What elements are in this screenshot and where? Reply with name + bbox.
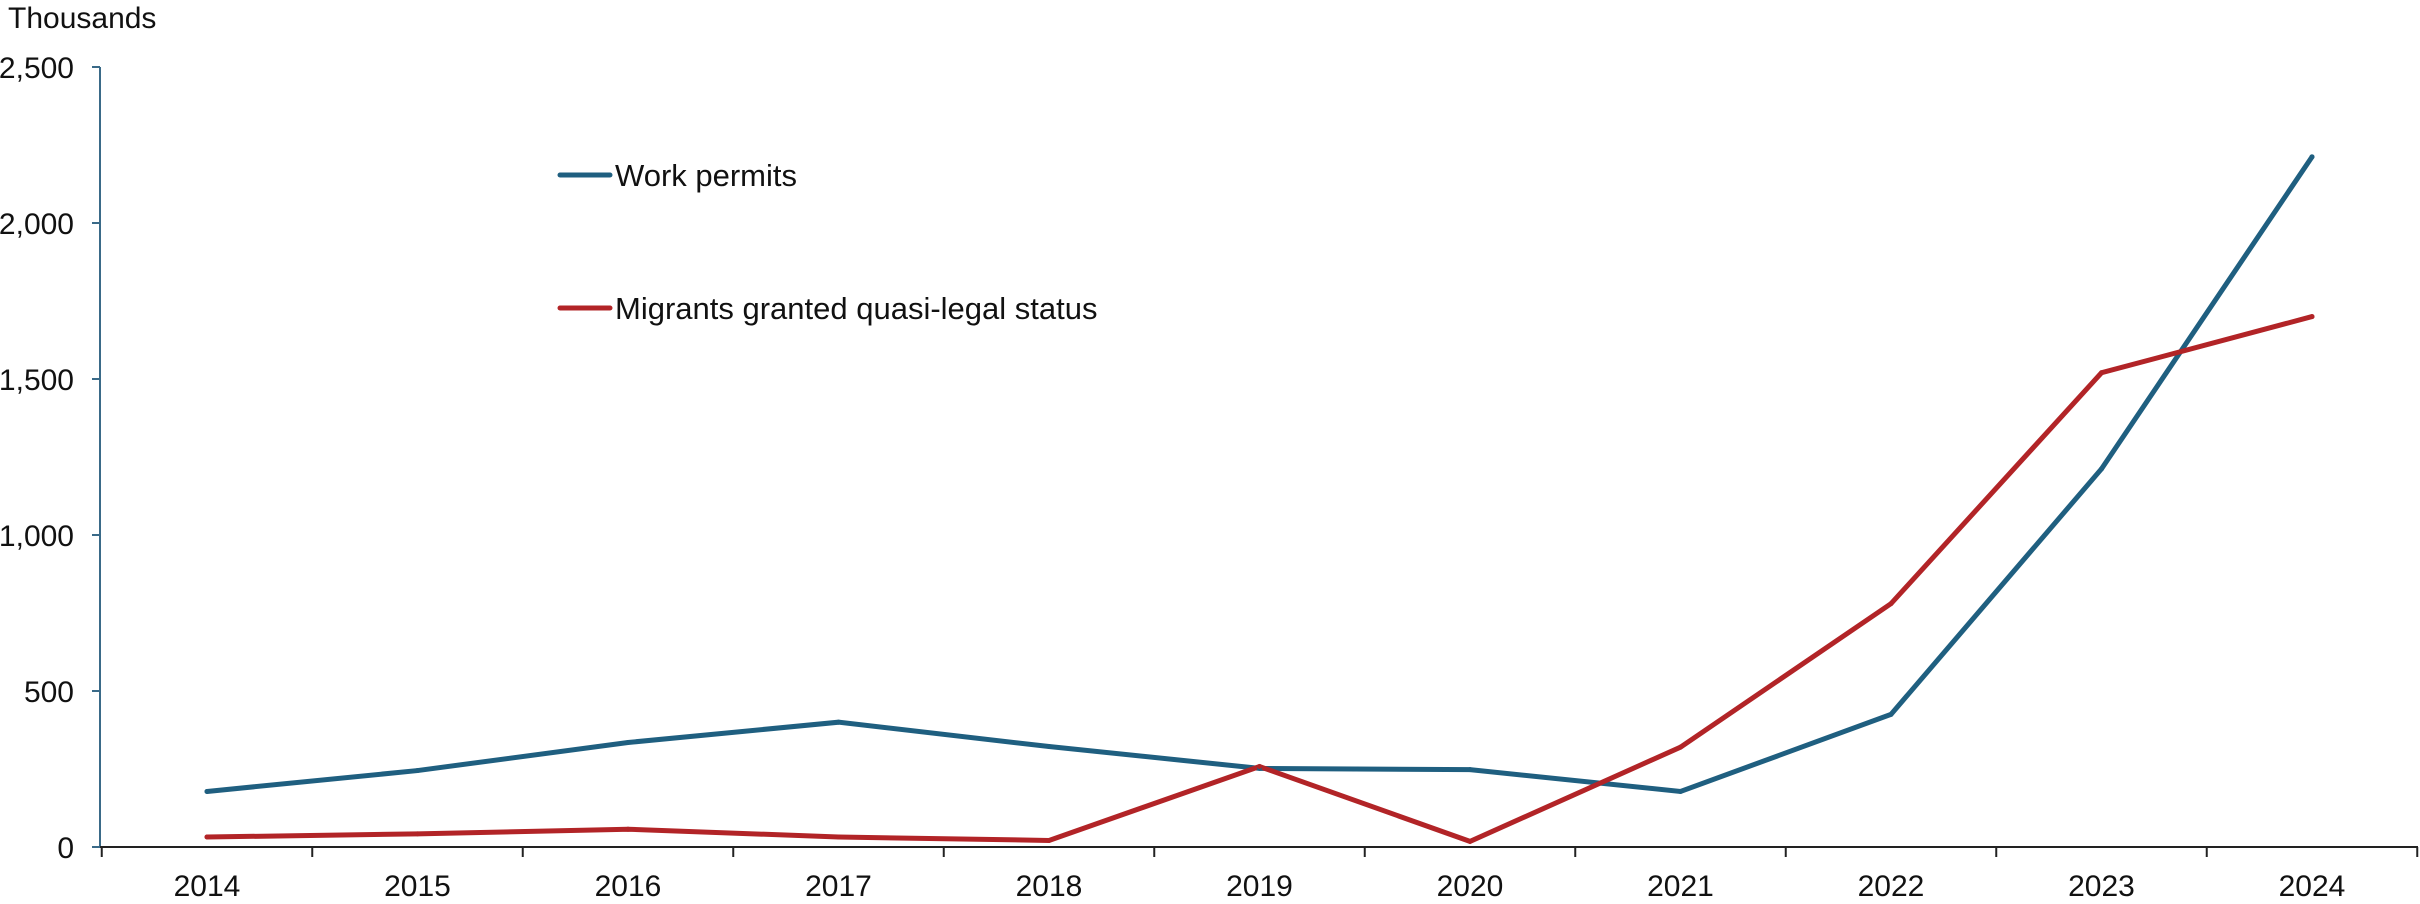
series-2-point	[415, 831, 420, 837]
series-2-point	[1888, 601, 1894, 607]
y-axis: 0 500 1,000 1,500 2,000 2,500	[0, 52, 101, 865]
legend-label-1: Work permits	[615, 158, 797, 193]
series-layer	[204, 154, 2315, 845]
series-2-point	[1467, 838, 1473, 844]
series-2-point	[2099, 370, 2104, 376]
series-1-point	[1888, 711, 1894, 717]
x-axis: 2014 2015 2016 2017 2018 2019 2020 2021 2022 2023…	[100, 846, 2419, 903]
series-1-point	[1678, 788, 1683, 794]
x-tick-label: 2014	[174, 870, 241, 903]
x-tick-label: 2017	[805, 870, 872, 903]
series-1-point	[1046, 744, 1052, 750]
x-tick-label: 2019	[1226, 870, 1293, 903]
legend-label-2: Migrants granted quasi-legal status	[615, 291, 1097, 326]
series-1-point	[1467, 767, 1473, 773]
series-line-2	[204, 314, 2315, 845]
series-1-point	[625, 739, 631, 745]
series-2-point	[625, 826, 631, 832]
y-tick-label: 500	[24, 676, 74, 709]
x-tick-label: 2015	[384, 870, 451, 903]
x-tick-label: 2020	[1437, 870, 1504, 903]
series-2-point	[1257, 764, 1262, 770]
series-1-point	[2309, 154, 2315, 160]
x-tick-label: 2024	[2279, 870, 2346, 903]
y-tick-label: 1,500	[0, 364, 74, 397]
series-1-point	[415, 768, 420, 774]
x-tick-label: 2021	[1647, 870, 1714, 903]
y-tick-label: 2,000	[0, 208, 74, 241]
legend: Work permits Migrants granted quasi-legal…	[557, 158, 1097, 326]
series-1-point	[2099, 466, 2104, 472]
y-tick-label: 2,500	[0, 52, 74, 85]
series-2-point	[836, 834, 841, 840]
series-1-point	[836, 719, 841, 725]
x-tick-label: 2018	[1016, 870, 1083, 903]
series-2-point	[2309, 314, 2315, 320]
y-tick-label: 1,000	[0, 520, 74, 553]
y-unit-label: Thousands	[8, 2, 156, 35]
x-tick-label: 2023	[2068, 870, 2135, 903]
x-tick-label: 2016	[595, 870, 662, 903]
x-tick-label: 2022	[1858, 870, 1925, 903]
series-2-point	[204, 834, 210, 840]
series-line-1	[204, 154, 2315, 795]
series-1-point	[204, 788, 210, 794]
series-2-point	[1678, 744, 1683, 750]
series-2-point	[1046, 837, 1052, 843]
y-tick-label: 0	[57, 832, 74, 865]
